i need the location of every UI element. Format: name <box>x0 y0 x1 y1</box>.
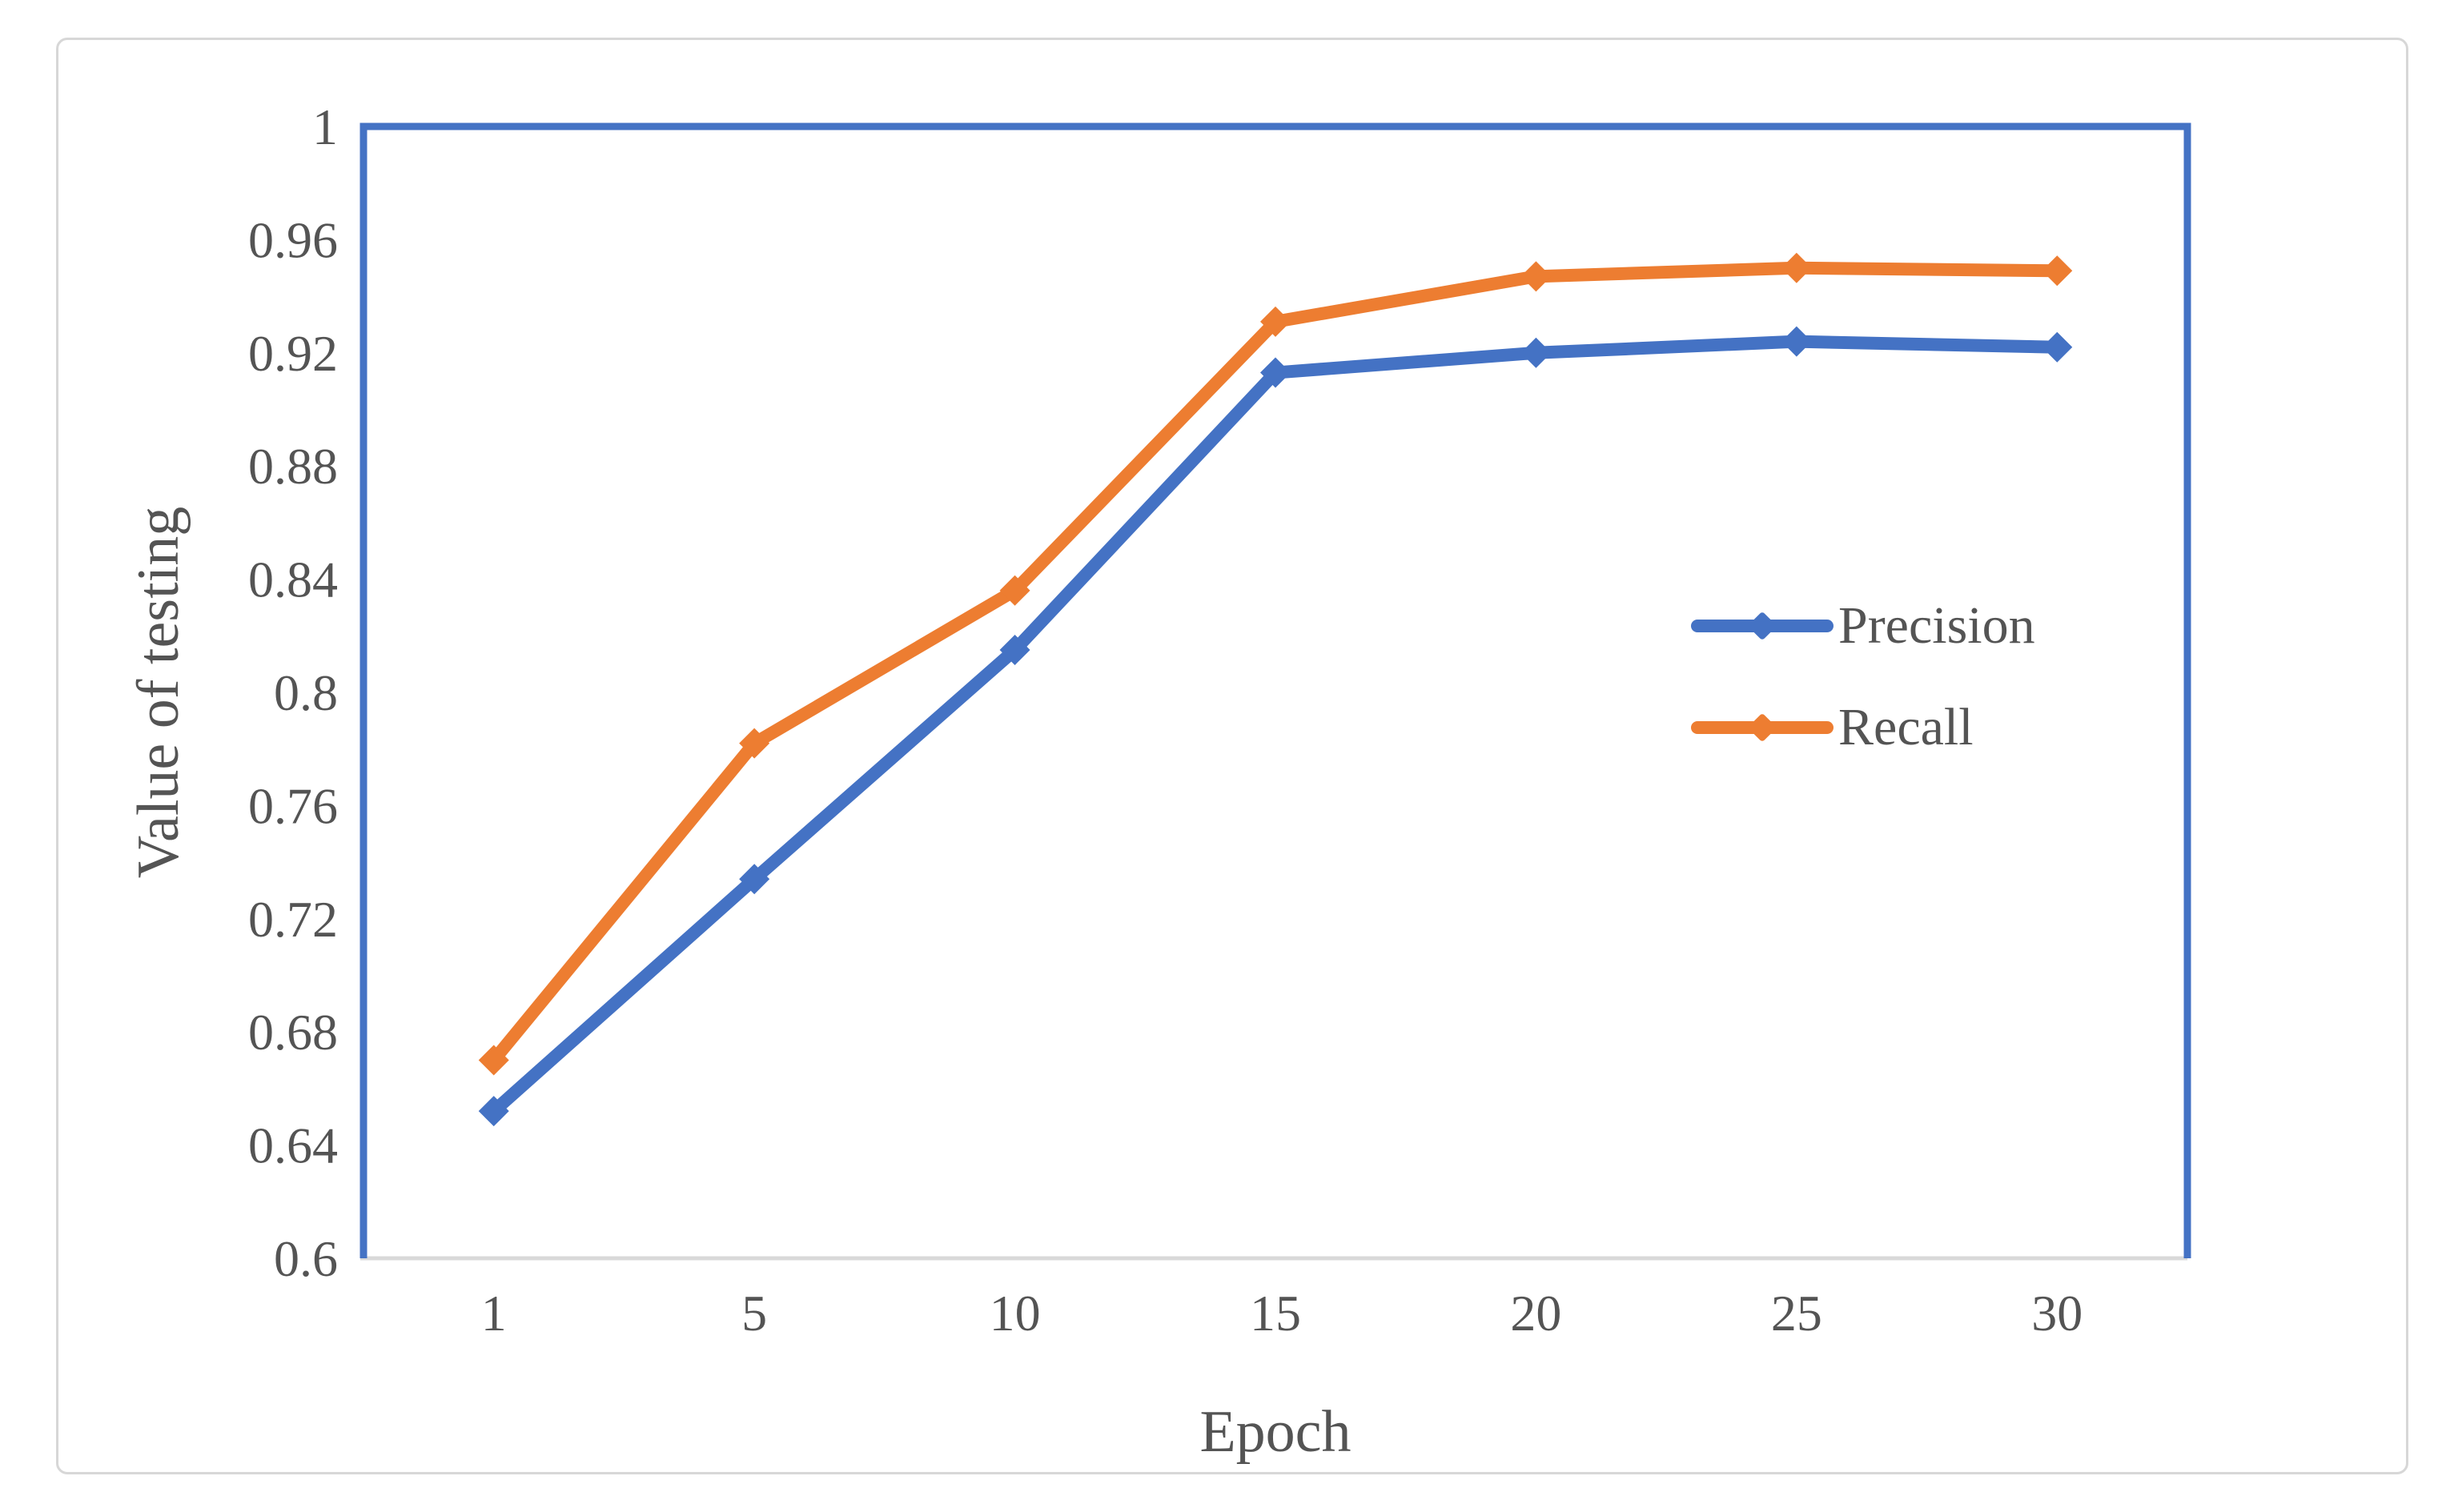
legend: Precision Recall <box>1691 575 2035 778</box>
data-point-marker-recall <box>999 575 1030 606</box>
legend-item-precision: Precision <box>1691 575 2035 676</box>
x-tick-label: 10 <box>990 1285 1041 1342</box>
plot-area-border <box>359 122 2191 1258</box>
x-tick-label: 15 <box>1250 1285 1301 1342</box>
legend-label: Recall <box>1838 697 1974 756</box>
data-point-marker-precision <box>1520 337 1552 368</box>
y-tick-label: 1 <box>312 98 338 155</box>
y-tick-label: 0.84 <box>248 551 338 608</box>
data-point-marker-recall <box>2042 255 2073 287</box>
figure-border <box>56 38 2408 1474</box>
y-tick-label: 0.64 <box>248 1117 338 1174</box>
x-tick-label: 1 <box>481 1285 507 1342</box>
data-point-marker-precision <box>478 1096 509 1127</box>
data-point-marker-precision <box>739 864 770 895</box>
data-point-marker-recall <box>478 1045 509 1076</box>
data-point-marker-precision <box>1260 357 1291 388</box>
y-tick-label: 0.88 <box>248 438 338 495</box>
x-tick-label: 5 <box>741 1285 767 1342</box>
y-tick-label: 0.8 <box>274 664 338 721</box>
legend-line-marker-precision <box>1691 619 1834 632</box>
data-point-marker-precision <box>2042 331 2073 363</box>
legend-item-recall: Recall <box>1691 676 2035 778</box>
data-point-marker-recall <box>739 728 770 759</box>
y-tick-label: 0.76 <box>248 777 338 834</box>
y-axis-title: Value of testing <box>126 506 191 879</box>
x-axis-title: Epoch <box>1199 1399 1352 1465</box>
x-tick-label: 20 <box>1510 1285 1561 1342</box>
y-tick-label: 0.6 <box>274 1230 338 1287</box>
y-tick-label: 0.96 <box>248 211 338 268</box>
data-point-marker-recall <box>1260 306 1291 337</box>
legend-line-marker-recall <box>1691 720 1834 734</box>
x-tick-label: 30 <box>2031 1285 2083 1342</box>
data-point-marker-recall <box>1520 261 1552 292</box>
data-point-marker-recall <box>1781 252 1812 283</box>
y-tick-label: 0.72 <box>248 891 338 948</box>
data-point-marker-precision <box>1781 326 1812 357</box>
data-point-marker-precision <box>999 634 1030 665</box>
y-tick-label: 0.92 <box>248 325 338 382</box>
legend-label: Precision <box>1838 596 2035 655</box>
y-tick-label: 0.68 <box>248 1004 338 1061</box>
x-tick-label: 25 <box>1771 1285 1822 1342</box>
